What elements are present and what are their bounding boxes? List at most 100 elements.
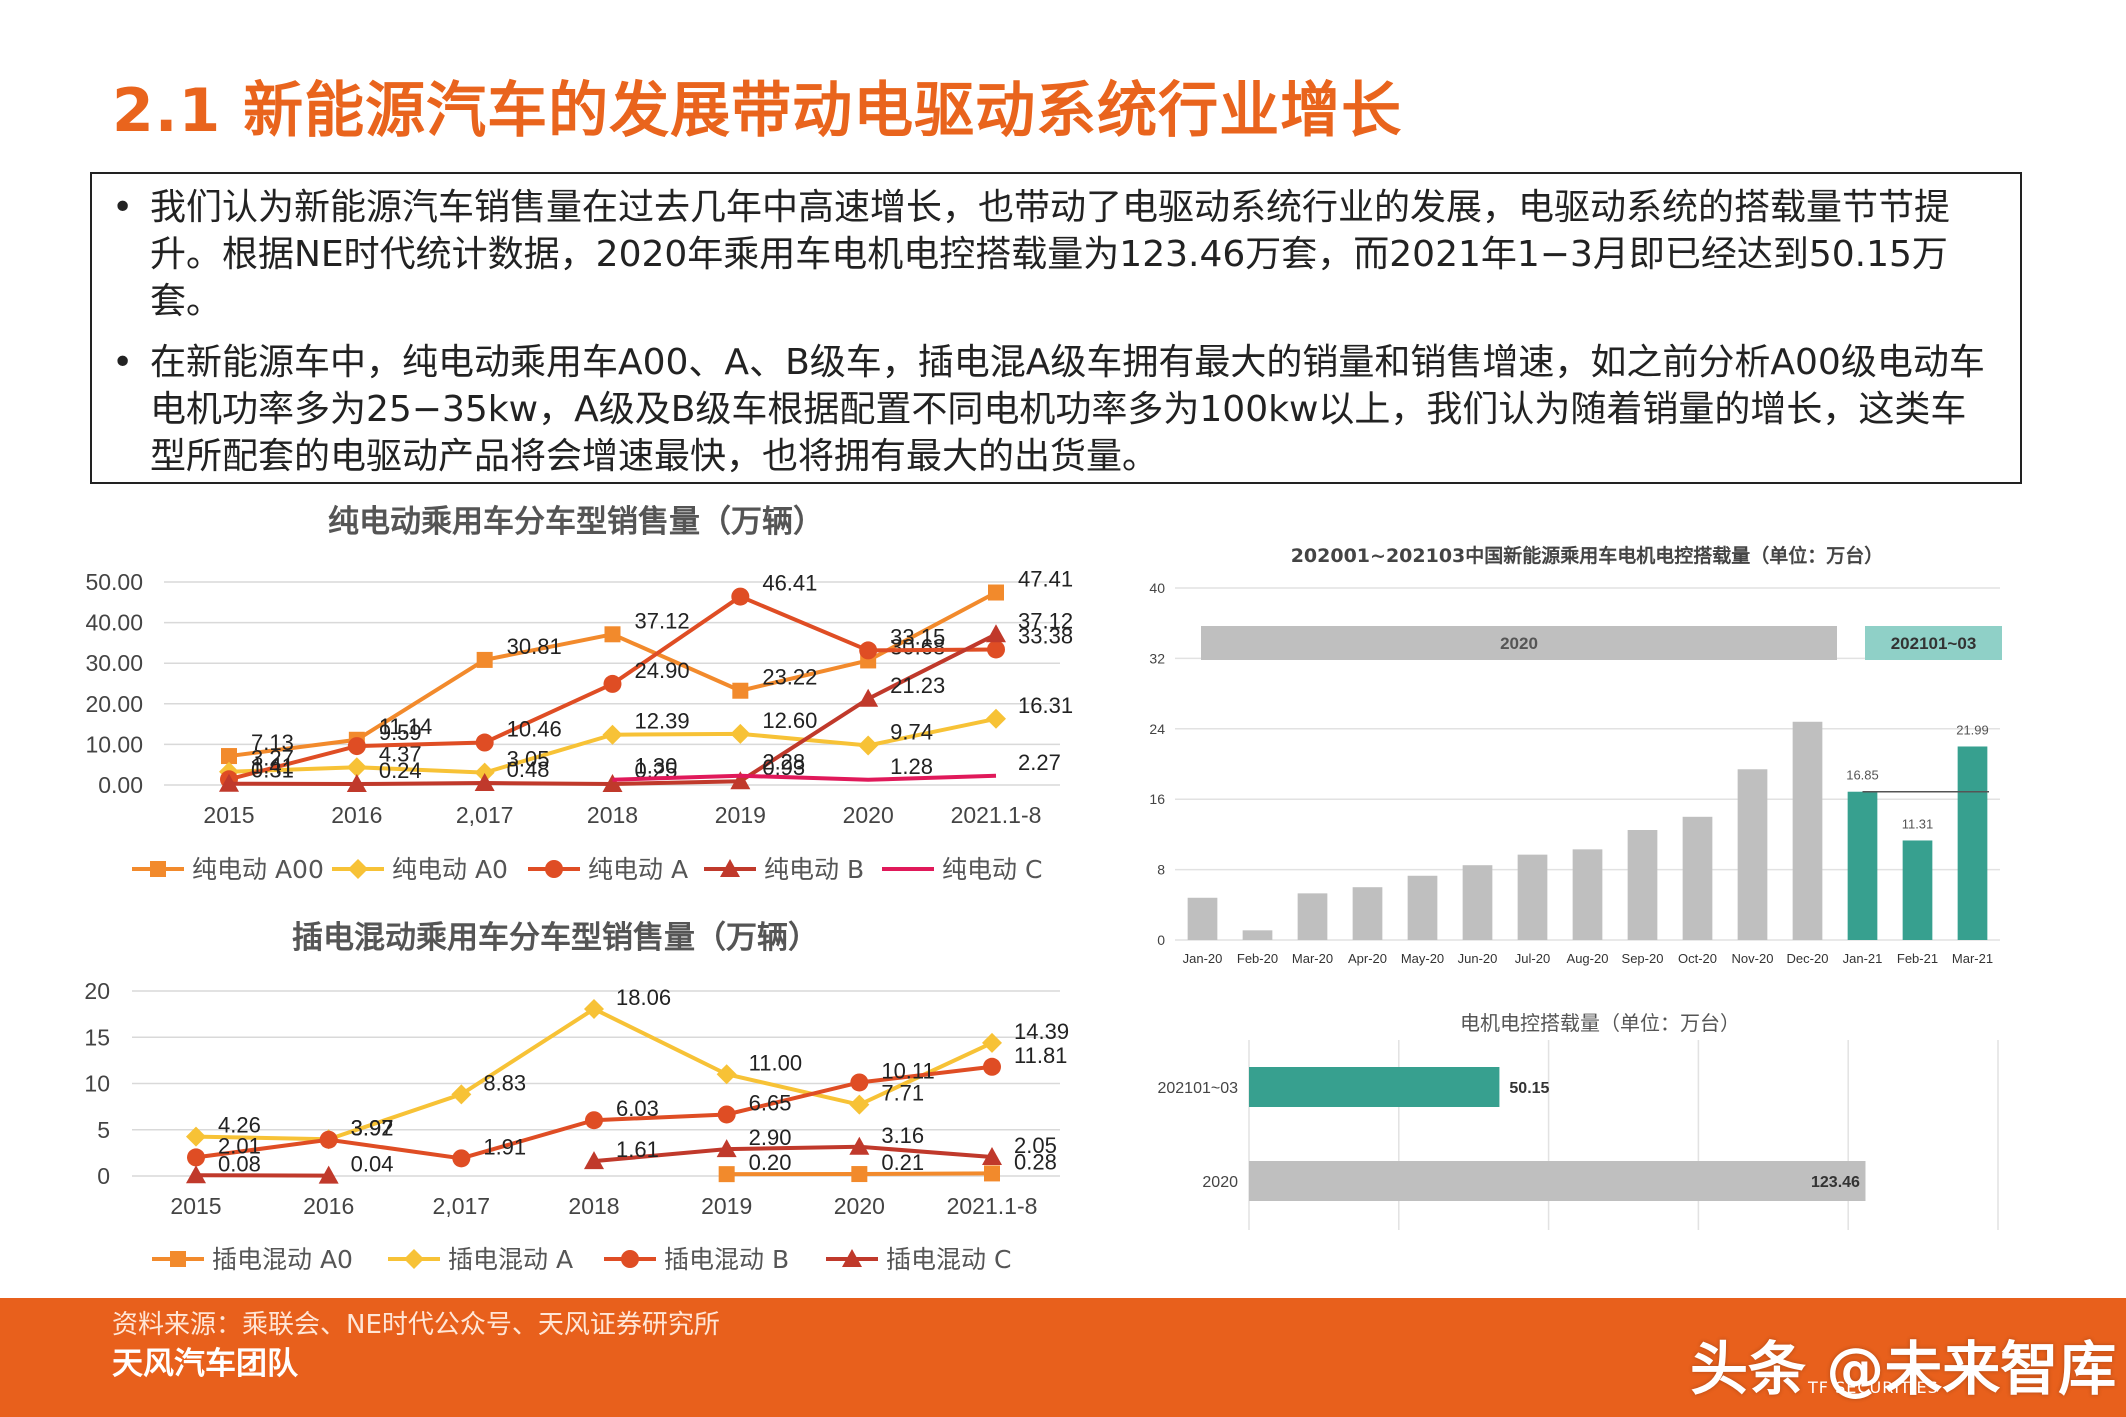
monthly-bar-chart: 202001~202103中国新能源乘用车电机电控搭载量（单位：万台） 0 8 16 2… <box>1149 544 2002 966</box>
group-band-2020 <box>1201 626 1837 660</box>
data-label: 2.01 <box>218 1133 261 1158</box>
bullet-point: • 我们认为新能源汽车销售量在过去几年中高速增长，也带动了电驱动系统行业的发展，… <box>112 184 2000 325</box>
data-point <box>982 1032 1002 1053</box>
bar <box>1682 816 1713 940</box>
bar <box>1352 887 1383 940</box>
data-point <box>842 1249 862 1267</box>
legend-item: 插电混动 A <box>388 1245 573 1274</box>
data-point <box>716 1139 737 1158</box>
legend-label: 纯电动 A <box>588 855 688 884</box>
data-point <box>319 1130 338 1149</box>
y-tick-label: 0 <box>1157 932 1165 948</box>
data-label: 16.31 <box>1018 693 1073 718</box>
data-label: 9.59 <box>379 720 422 745</box>
data-label: 2.90 <box>749 1125 792 1150</box>
data-point <box>221 748 237 765</box>
data-point <box>603 674 622 693</box>
data-label: 1.91 <box>483 1134 526 1159</box>
group-band-label: 2020 <box>1500 634 1538 653</box>
data-point <box>849 1094 870 1115</box>
data-point <box>474 773 495 792</box>
data-label: 33.15 <box>890 624 945 649</box>
data-point <box>347 737 366 756</box>
bullet-dot: • <box>112 187 134 228</box>
data-label: 0.04 <box>351 1152 394 1177</box>
data-label: 1.41 <box>251 753 294 778</box>
x-tick-label: 2021.1-8 <box>947 1193 1038 1219</box>
x-tick-label: 2016 <box>331 802 382 828</box>
data-point <box>187 1148 205 1167</box>
footer-team: 天风汽车团队 <box>112 1346 298 1382</box>
bar <box>1242 930 1273 940</box>
data-point <box>988 584 1004 601</box>
footer-bar <box>0 1298 2126 1417</box>
y-tick-label: 2020 <box>1202 1174 1238 1191</box>
data-point <box>731 587 750 606</box>
data-point <box>474 762 495 783</box>
data-label: 10.46 <box>507 717 562 742</box>
bar <box>1792 721 1823 940</box>
y-tick-label: 10 <box>84 1071 110 1097</box>
y-tick-label: 50.00 <box>85 569 143 595</box>
x-tick-label: Sep-20 <box>1622 951 1664 966</box>
x-tick-label: Mar-21 <box>1952 951 1993 966</box>
data-point <box>602 724 623 745</box>
data-label: 12.39 <box>635 709 690 734</box>
data-label: 30.68 <box>890 634 945 659</box>
data-point <box>982 1147 1002 1166</box>
data-point <box>186 1126 206 1147</box>
data-label: 0.24 <box>379 758 422 783</box>
data-label: 2.28 <box>762 750 805 775</box>
bar <box>1187 897 1218 940</box>
x-tick-label: Nov-20 <box>1732 951 1774 966</box>
data-point <box>404 1249 424 1269</box>
data-point <box>716 1064 737 1085</box>
series-0: 0.20 0.21 0.28 <box>718 1149 1057 1183</box>
brand-text: TF SECURITIES <box>1808 1378 1939 1397</box>
series-line <box>593 1144 993 1164</box>
data-point <box>451 1084 472 1105</box>
bar <box>1627 830 1658 940</box>
x-tick-label: 2019 <box>715 802 766 828</box>
data-point <box>858 735 879 756</box>
data-point <box>346 757 367 778</box>
y-tick-label: 202101~03 <box>1157 1080 1238 1097</box>
x-tick-label: Mar-20 <box>1292 951 1333 966</box>
x-tick-label: May-20 <box>1401 951 1444 966</box>
group-band-label: 202101~03 <box>1891 634 1977 653</box>
phev-chart-title: 插电混动乘用车分车型销售量（万辆） <box>292 920 819 956</box>
legend-label: 插电混动 A <box>448 1245 573 1274</box>
data-point <box>475 733 494 752</box>
bar <box>1297 893 1328 940</box>
legend-item: 纯电动 A <box>528 855 688 884</box>
bar <box>1572 849 1603 940</box>
bev-chart-title: 纯电动乘用车分车型销售量（万辆） <box>328 504 824 540</box>
data-point <box>602 773 623 792</box>
data-label: 11.00 <box>749 1050 802 1075</box>
summary-box: • 我们认为新能源汽车销售量在过去几年中高速增长，也带动了电驱动系统行业的发展，… <box>90 172 2022 484</box>
data-label: 11.81 <box>1014 1043 1067 1068</box>
data-label: 0.31 <box>251 758 294 783</box>
data-label: 0.48 <box>507 757 550 782</box>
phev-line-chart: 0 5 10 15 20 2015 2016 2,017 2018 2019 2020 2021.1-… <box>84 978 1069 1274</box>
legend-label: 纯电动 A00 <box>192 855 324 884</box>
data-point <box>545 860 563 878</box>
data-label: 3.16 <box>881 1123 924 1148</box>
bar <box>1957 746 1988 940</box>
page-title: 2.1 新能源汽车的发展带动电驱动系统行业增长 <box>112 76 1403 146</box>
data-label: 46.41 <box>762 571 817 596</box>
x-tick-label: Aug-20 <box>1567 951 1609 966</box>
data-label: 23.22 <box>762 665 817 690</box>
data-point <box>604 626 621 643</box>
data-label: 24.90 <box>635 658 690 683</box>
data-label: 3.97 <box>351 1115 394 1140</box>
data-point <box>186 1165 206 1184</box>
data-label: 33.38 <box>1018 623 1073 648</box>
legend-item: 纯电动 C <box>882 855 1042 884</box>
data-point <box>732 682 749 699</box>
y-tick-label: 40 <box>1149 580 1165 596</box>
data-label: 21.23 <box>890 673 945 698</box>
x-tick-label: 2,017 <box>456 802 514 828</box>
data-label: 2.27 <box>1018 750 1061 775</box>
legend-label: 插电混动 C <box>886 1245 1011 1274</box>
